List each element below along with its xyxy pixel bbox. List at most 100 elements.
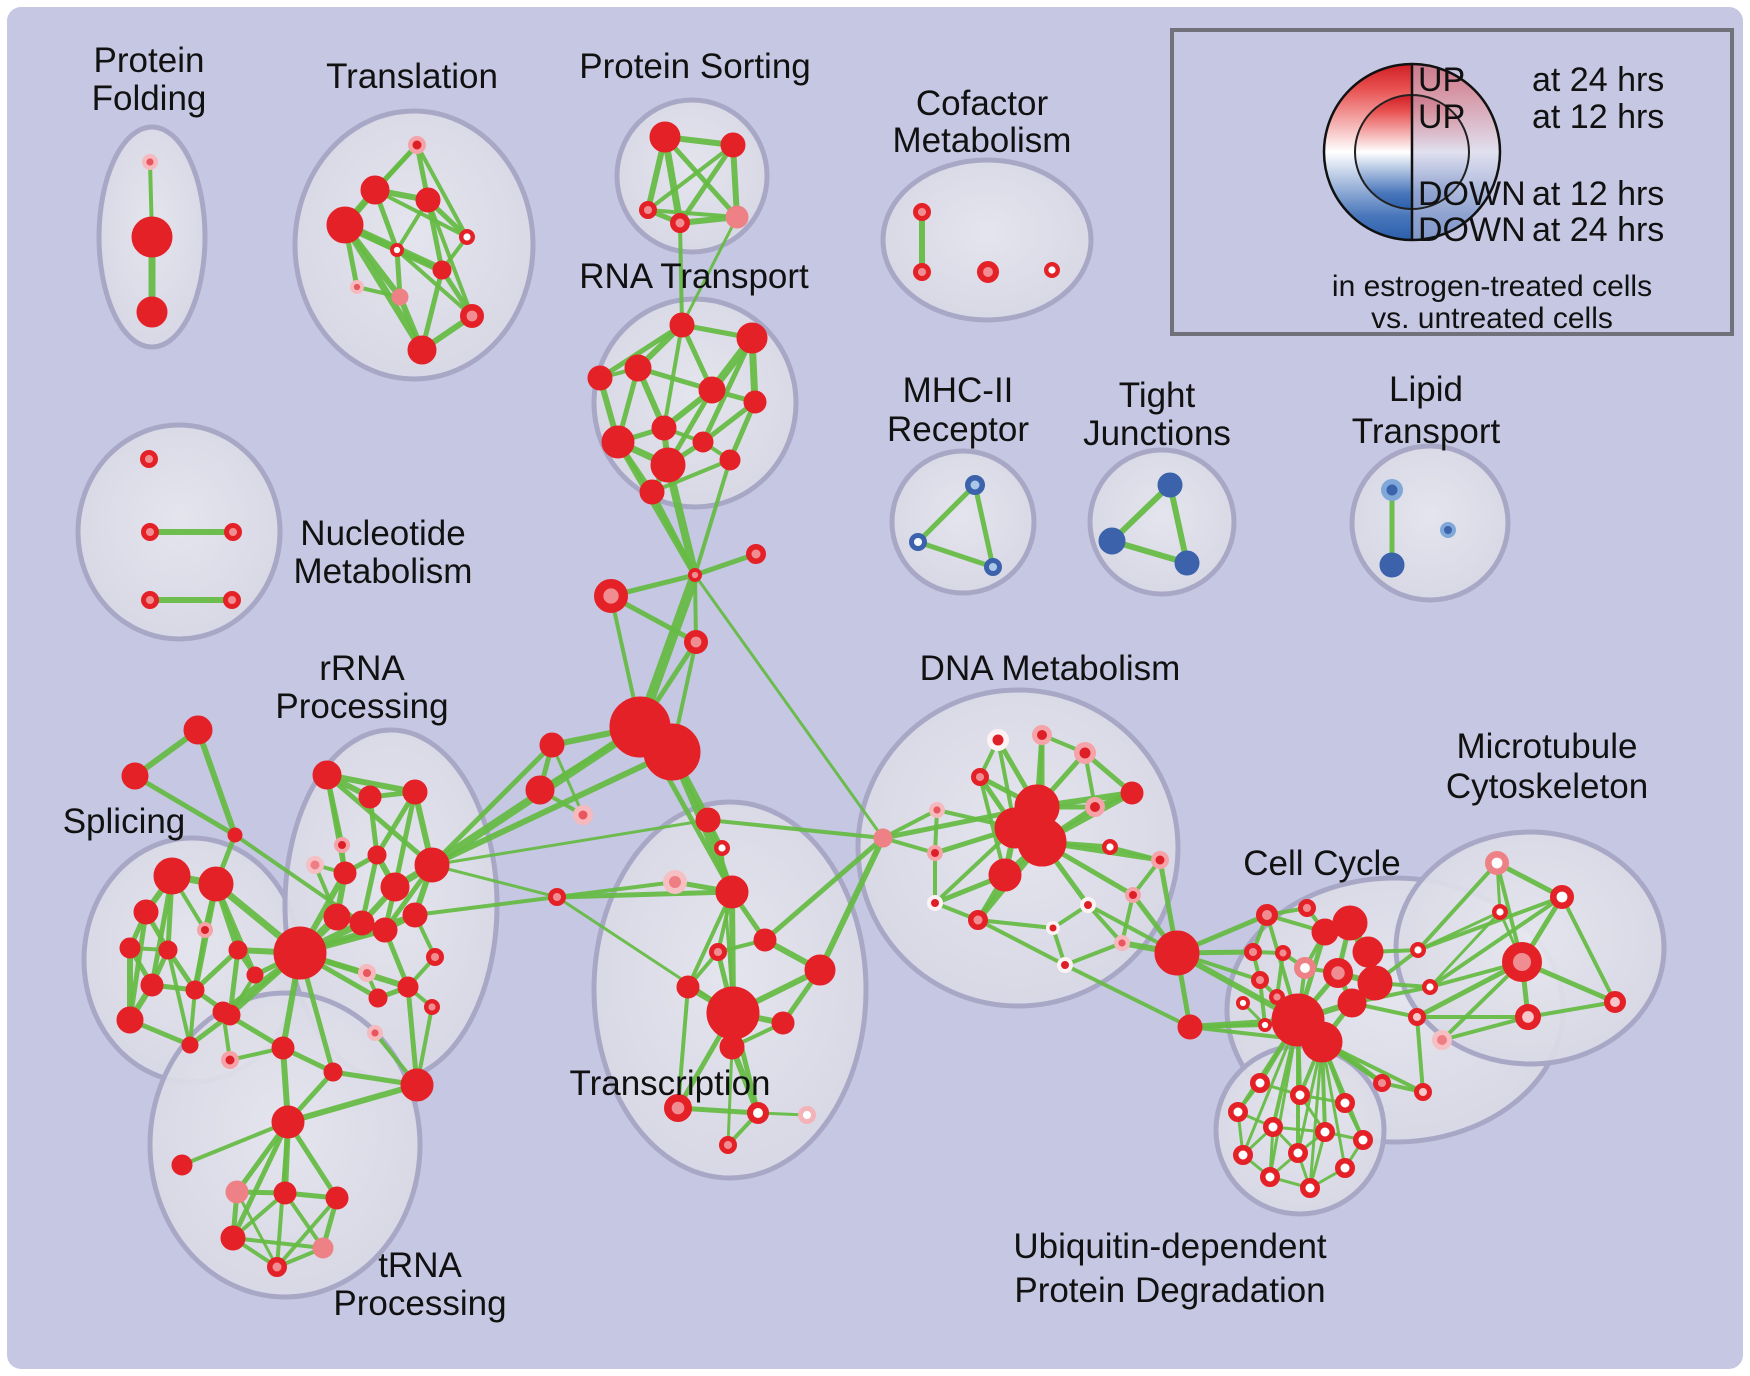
- network-node[interactable]: [1017, 817, 1067, 867]
- network-node[interactable]: [185, 980, 205, 1000]
- network-node[interactable]: [593, 578, 628, 613]
- network-node[interactable]: [1491, 904, 1508, 921]
- network-node[interactable]: [1413, 1082, 1432, 1101]
- network-node[interactable]: [649, 121, 681, 153]
- network-node[interactable]: [1335, 1093, 1355, 1113]
- network-node[interactable]: [1228, 1102, 1248, 1122]
- network-node[interactable]: [1263, 1117, 1283, 1137]
- network-node[interactable]: [141, 590, 160, 609]
- network-node[interactable]: [183, 715, 213, 745]
- network-node[interactable]: [1353, 1130, 1373, 1150]
- network-node[interactable]: [221, 1051, 239, 1069]
- network-node[interactable]: [912, 203, 931, 222]
- network-node[interactable]: [1243, 942, 1262, 961]
- network-node[interactable]: [1154, 930, 1200, 976]
- network-node[interactable]: [1432, 1030, 1452, 1050]
- network-node[interactable]: [601, 425, 635, 459]
- network-node[interactable]: [968, 910, 988, 930]
- network-node[interactable]: [929, 802, 946, 819]
- network-node[interactable]: [1297, 898, 1316, 917]
- network-node[interactable]: [1046, 921, 1060, 935]
- network-node[interactable]: [424, 999, 441, 1016]
- network-node[interactable]: [271, 1105, 305, 1139]
- network-node[interactable]: [525, 775, 555, 805]
- network-node[interactable]: [927, 895, 943, 911]
- network-node[interactable]: [663, 870, 687, 894]
- network-node[interactable]: [1323, 958, 1353, 988]
- network-node[interactable]: [1514, 1004, 1541, 1031]
- network-node[interactable]: [224, 522, 243, 541]
- network-node[interactable]: [1502, 942, 1542, 982]
- network-node[interactable]: [223, 590, 242, 609]
- network-node[interactable]: [141, 522, 160, 541]
- network-node[interactable]: [719, 449, 741, 471]
- network-node[interactable]: [1174, 550, 1200, 576]
- network-node[interactable]: [402, 779, 428, 805]
- network-node[interactable]: [1381, 479, 1403, 501]
- network-node[interactable]: [273, 1181, 297, 1205]
- network-node[interactable]: [1098, 527, 1126, 555]
- network-node[interactable]: [1120, 781, 1144, 805]
- network-node[interactable]: [1043, 262, 1060, 279]
- network-node[interactable]: [133, 899, 159, 925]
- network-node[interactable]: [736, 322, 768, 354]
- network-node[interactable]: [228, 940, 248, 960]
- network-node[interactable]: [873, 828, 893, 848]
- network-node[interactable]: [1421, 979, 1438, 996]
- network-node[interactable]: [1372, 1073, 1391, 1092]
- network-node[interactable]: [1250, 1073, 1270, 1093]
- network-node[interactable]: [1335, 1158, 1355, 1178]
- network-node[interactable]: [1315, 1122, 1335, 1142]
- network-node[interactable]: [1550, 884, 1575, 909]
- network-node[interactable]: [181, 1036, 199, 1054]
- network-node[interactable]: [624, 354, 652, 382]
- network-node[interactable]: [987, 729, 1009, 751]
- network-node[interactable]: [225, 1180, 249, 1204]
- network-node[interactable]: [670, 213, 690, 233]
- network-node[interactable]: [400, 1068, 434, 1102]
- network-node[interactable]: [1485, 850, 1510, 875]
- network-node[interactable]: [1440, 522, 1456, 538]
- network-node[interactable]: [683, 629, 708, 654]
- network-node[interactable]: [720, 132, 746, 158]
- network-node[interactable]: [119, 937, 141, 959]
- network-node[interactable]: [771, 1011, 795, 1035]
- network-node[interactable]: [367, 845, 387, 865]
- network-node[interactable]: [197, 922, 213, 938]
- network-node[interactable]: [402, 902, 428, 928]
- network-node[interactable]: [414, 847, 450, 883]
- network-node[interactable]: [1080, 897, 1096, 913]
- network-node[interactable]: [970, 767, 989, 786]
- network-node[interactable]: [426, 947, 445, 966]
- network-node[interactable]: [639, 479, 665, 505]
- network-node[interactable]: [1256, 904, 1279, 927]
- network-node[interactable]: [1260, 1167, 1280, 1187]
- network-node[interactable]: [407, 335, 437, 365]
- network-node[interactable]: [212, 1001, 234, 1023]
- network-node[interactable]: [323, 1062, 343, 1082]
- network-node[interactable]: [804, 954, 836, 986]
- network-node[interactable]: [140, 450, 159, 469]
- network-node[interactable]: [1157, 472, 1183, 498]
- network-node[interactable]: [638, 201, 657, 220]
- network-node[interactable]: [797, 1105, 816, 1124]
- network-node[interactable]: [1337, 988, 1367, 1018]
- network-node[interactable]: [397, 976, 419, 998]
- network-node[interactable]: [1604, 991, 1627, 1014]
- network-node[interactable]: [687, 567, 702, 582]
- network-node[interactable]: [1151, 851, 1169, 869]
- network-node[interactable]: [587, 365, 613, 391]
- network-node[interactable]: [651, 415, 677, 441]
- network-node[interactable]: [116, 1006, 144, 1034]
- network-node[interactable]: [725, 205, 749, 229]
- network-node[interactable]: [753, 928, 777, 952]
- network-node[interactable]: [539, 732, 565, 758]
- network-node[interactable]: [912, 263, 931, 282]
- network-node[interactable]: [271, 1036, 295, 1060]
- network-node[interactable]: [965, 475, 985, 495]
- network-node[interactable]: [573, 805, 593, 825]
- network-node[interactable]: [121, 762, 149, 790]
- network-node[interactable]: [1125, 887, 1141, 903]
- network-node[interactable]: [358, 785, 382, 809]
- network-node[interactable]: [743, 390, 767, 414]
